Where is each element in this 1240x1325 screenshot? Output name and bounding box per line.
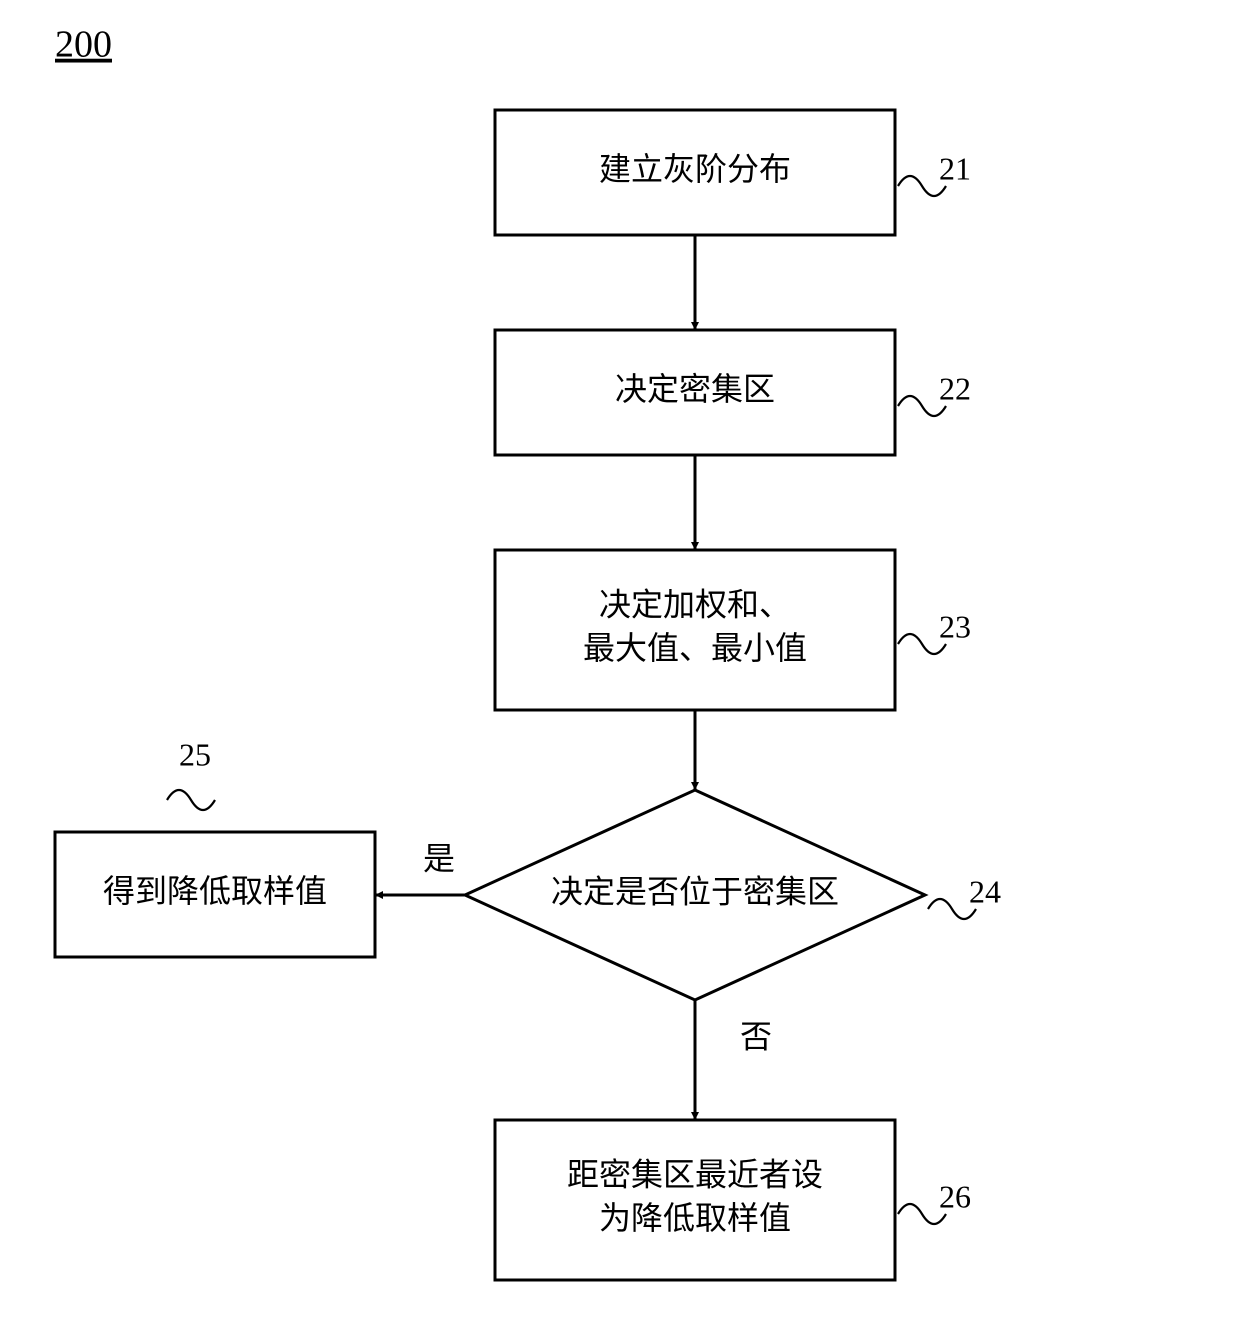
ref-curve-n25 — [167, 790, 215, 810]
node-n24-text-0: 决定是否位于密集区 — [551, 873, 839, 909]
ref-label-24: 24 — [969, 873, 1001, 909]
node-n21-text-0: 建立灰阶分布 — [599, 151, 791, 187]
node-n22-text-0: 决定密集区 — [615, 371, 775, 407]
node-n26-text-0: 距密集区最近者设 — [567, 1157, 823, 1193]
figure-number: 200 — [55, 24, 112, 66]
node-n23-text-1: 最大值、最小值 — [583, 630, 807, 666]
ref-label-26: 26 — [939, 1178, 971, 1214]
edge-label-n24-n25: 是 — [423, 840, 455, 876]
ref-label-25: 25 — [179, 736, 211, 772]
ref-label-23: 23 — [939, 608, 971, 644]
node-n26-text-1: 为降低取样值 — [599, 1200, 791, 1236]
node-n23-text-0: 决定加权和、 — [599, 587, 791, 623]
ref-label-21: 21 — [939, 150, 971, 186]
node-n25-text-0: 得到降低取样值 — [103, 873, 327, 909]
ref-label-22: 22 — [939, 370, 971, 406]
edge-label-n24-n26: 否 — [740, 1018, 772, 1054]
